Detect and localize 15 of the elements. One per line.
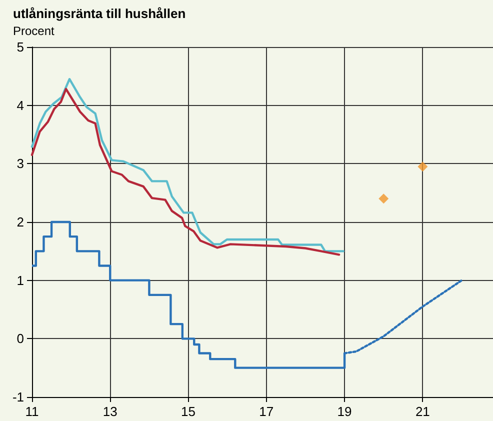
y-axis-title: Procent bbox=[13, 24, 56, 38]
x-tick-label: 13 bbox=[102, 404, 118, 419]
y-tick-label: 3 bbox=[16, 156, 24, 172]
x-tick-label: 15 bbox=[181, 404, 196, 419]
x-tick-label: 19 bbox=[337, 404, 352, 419]
x-tick-label: 17 bbox=[259, 404, 274, 419]
y-tick-label: -1 bbox=[12, 390, 24, 404]
y-tick-label: 4 bbox=[16, 98, 24, 113]
y-tick-label: 2 bbox=[16, 214, 24, 230]
y-tick-label: 5 bbox=[16, 40, 24, 54]
x-tick-label: 21 bbox=[415, 404, 430, 419]
chart-title: utlåningsränta till hushållen bbox=[13, 6, 186, 21]
x-tick-label: 11 bbox=[25, 404, 39, 419]
y-tick-label: 1 bbox=[16, 272, 24, 288]
y-tick-label: 0 bbox=[16, 331, 24, 346]
